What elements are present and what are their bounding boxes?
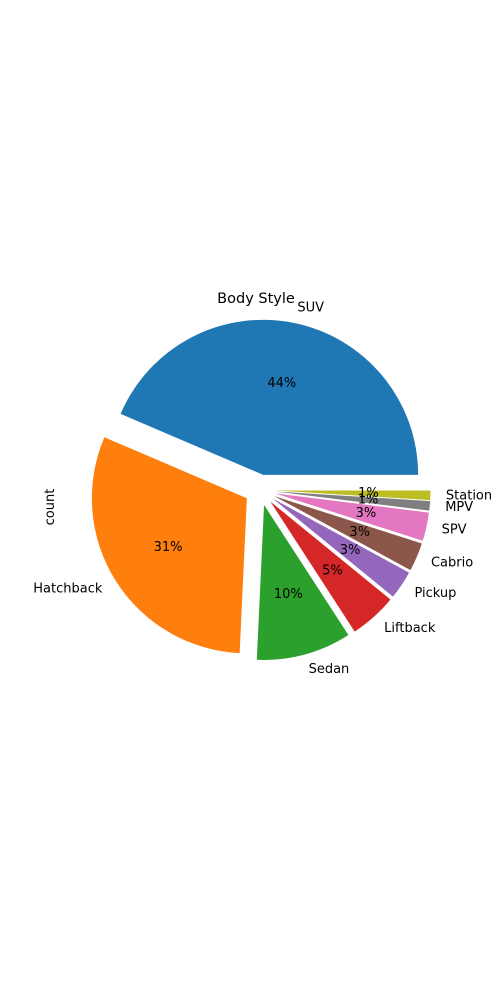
percent-label-spv: 3% (356, 506, 377, 521)
percent-label-pickup: 3% (340, 543, 361, 558)
percent-label-cabrio: 3% (349, 525, 370, 540)
chart-title: Body Style (217, 291, 295, 307)
pie-slice-station (275, 490, 431, 501)
pie-slice-mpv (275, 491, 431, 511)
category-label-spv: SPV (442, 523, 467, 538)
y-axis-label: count (43, 489, 58, 526)
category-label-mpv: MPV (445, 500, 473, 515)
percent-label-mpv: 1% (358, 493, 379, 508)
percent-label-liftback: 5% (322, 563, 343, 578)
category-label-cabrio: Cabrio (431, 556, 473, 571)
category-label-station: Station (446, 488, 492, 503)
category-label-pickup: Pickup (414, 586, 456, 601)
category-labels: SUV Hatchback Sedan Liftback Pickup Cabrio SPV… (33, 300, 492, 677)
percent-label-station: 1% (358, 486, 379, 501)
pie-slice-sedan (256, 504, 349, 660)
category-label-suv: SUV (297, 300, 324, 315)
pie-slices (91, 319, 431, 660)
percent-label-sedan: 10% (274, 587, 303, 602)
category-label-sedan: Sedan (309, 662, 350, 677)
category-label-hatchback: Hatchback (33, 581, 103, 596)
percent-label-suv: 44% (267, 376, 296, 391)
pie-slice-pickup (272, 498, 410, 597)
pie-slice-liftback (270, 501, 391, 632)
category-label-liftback: Liftback (384, 621, 436, 636)
pie-slice-hatchback (91, 437, 247, 654)
pie-slice-spv (275, 493, 429, 541)
percent-labels: 44%31%10%5%3%3%3%1%1% (154, 376, 379, 602)
pie-slice-suv (120, 319, 419, 475)
pie-slice-cabrio (274, 496, 422, 571)
percent-label-hatchback: 31% (154, 540, 183, 555)
